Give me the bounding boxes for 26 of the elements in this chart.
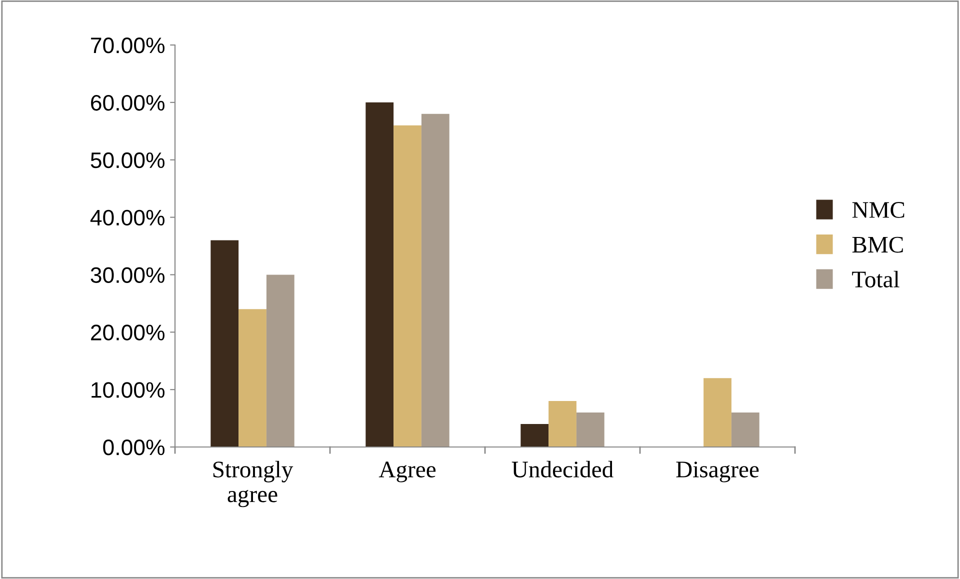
y-tick-label: 40.00% — [90, 210, 164, 226]
y-tick-label: 0.00% — [103, 440, 164, 456]
bar — [366, 102, 394, 447]
bar — [520, 424, 549, 447]
x-tick-label: Undecided — [512, 460, 614, 478]
bar — [394, 125, 422, 447]
bar — [548, 401, 576, 447]
bar — [210, 240, 239, 447]
bar — [731, 412, 760, 447]
bar — [266, 274, 294, 447]
y-tick-label: 50.00% — [90, 152, 164, 168]
bar — [576, 412, 604, 447]
y-tick-label: 20.00% — [91, 324, 164, 340]
y-tick-label: 70.00% — [91, 38, 164, 54]
y-tick-label: 30.00% — [90, 267, 164, 283]
bar — [238, 309, 266, 447]
x-tick-label: Disagree — [676, 462, 759, 482]
legend-label: BMC — [852, 236, 903, 253]
x-tick-label: Agree — [378, 462, 436, 482]
legend-label: NMC — [852, 202, 904, 218]
bar — [421, 114, 450, 447]
legend-label: Total — [852, 270, 900, 288]
y-tick-label: 10.00% — [92, 382, 164, 398]
x-tick-label: Strongly agree — [213, 460, 294, 508]
bar — [704, 378, 732, 447]
y-tick-label: 60.00% — [91, 94, 164, 111]
